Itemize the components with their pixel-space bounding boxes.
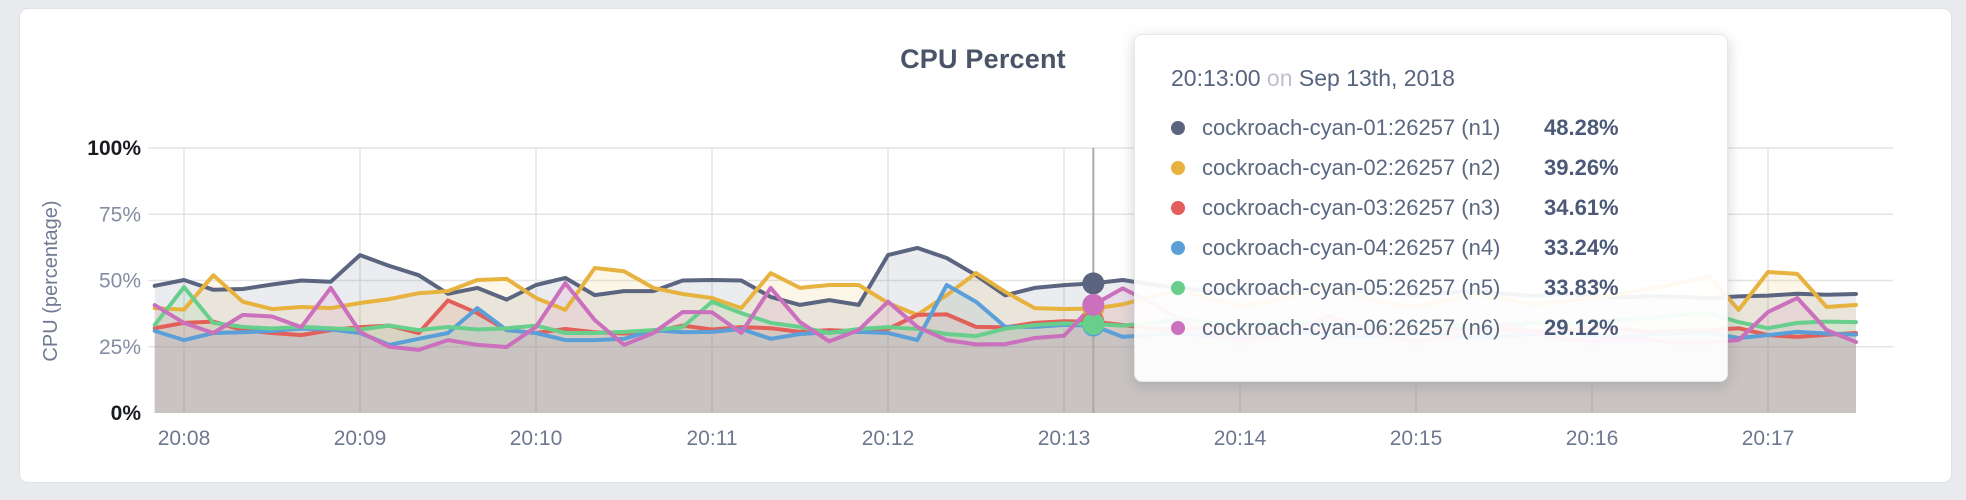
- series-value: 39.26%: [1544, 155, 1619, 180]
- hover-dot-icon: [1082, 272, 1105, 295]
- tooltip-row: cockroach-cyan-05:26257 (n5) 33.83%: [1171, 268, 1697, 308]
- series-value: 33.24%: [1544, 235, 1619, 260]
- series-name: cockroach-cyan-03:26257 (n3): [1202, 195, 1501, 220]
- svg-text:20:10: 20:10: [510, 427, 563, 450]
- tooltip-row: cockroach-cyan-03:26257 (n3) 34.61%: [1171, 188, 1697, 228]
- series-name: cockroach-cyan-05:26257 (n5): [1202, 275, 1501, 300]
- svg-text:20:08: 20:08: [158, 427, 211, 450]
- svg-text:20:13: 20:13: [1038, 427, 1091, 450]
- tooltip-row: cockroach-cyan-04:26257 (n4) 33.24%: [1171, 228, 1697, 268]
- chart-title: CPU Percent: [900, 44, 1066, 74]
- tooltip-timestamp: 20:13:00 on Sep 13th, 2018: [1171, 65, 1697, 92]
- svg-text:20:12: 20:12: [862, 427, 915, 450]
- series-value: 33.83%: [1544, 275, 1619, 300]
- tooltip-series-list: cockroach-cyan-01:26257 (n1) 48.28% cockro…: [1171, 108, 1697, 348]
- svg-text:20:16: 20:16: [1566, 427, 1619, 450]
- series-color-dot-icon: [1171, 161, 1185, 175]
- svg-text:20:15: 20:15: [1390, 427, 1443, 450]
- svg-text:20:09: 20:09: [334, 427, 387, 450]
- svg-text:0%: 0%: [111, 402, 142, 425]
- svg-text:20:11: 20:11: [687, 427, 738, 450]
- series-color-dot-icon: [1171, 201, 1185, 215]
- tooltip-date: Sep 13th, 2018: [1298, 65, 1455, 91]
- series-name: cockroach-cyan-06:26257 (n6): [1202, 315, 1501, 340]
- hover-dots: [1082, 272, 1105, 337]
- tooltip-row: cockroach-cyan-06:26257 (n6) 29.12%: [1171, 308, 1697, 348]
- tooltip-time: 20:13:00: [1171, 65, 1261, 91]
- y-axis-labels: 100% 75% 50% 25% 0%: [87, 137, 141, 425]
- hover-dot-icon: [1082, 312, 1105, 335]
- series-color-dot-icon: [1171, 121, 1185, 135]
- x-axis-labels: 20:08 20:09 20:10 20:11 20:12 20:13 20:14 20:15…: [158, 427, 1795, 450]
- svg-text:20:17: 20:17: [1742, 427, 1795, 450]
- svg-text:100%: 100%: [87, 137, 141, 160]
- hover-dot-icon: [1082, 293, 1105, 316]
- series-color-dot-icon: [1171, 321, 1185, 335]
- series-value: 29.12%: [1544, 315, 1619, 340]
- series-name: cockroach-cyan-04:26257 (n4): [1202, 235, 1501, 260]
- svg-text:50%: 50%: [99, 270, 141, 293]
- hover-tooltip: 20:13:00 on Sep 13th, 2018 cockroach-cya…: [1134, 34, 1728, 382]
- svg-text:75%: 75%: [99, 203, 141, 226]
- series-value: 34.61%: [1544, 195, 1619, 220]
- tooltip-row: cockroach-cyan-02:26257 (n2) 39.26%: [1171, 148, 1697, 188]
- svg-text:20:14: 20:14: [1214, 427, 1267, 450]
- series-color-dot-icon: [1171, 241, 1185, 255]
- series-name: cockroach-cyan-01:26257 (n1): [1202, 115, 1501, 140]
- y-axis-title: CPU (percentage): [40, 200, 62, 361]
- svg-text:25%: 25%: [99, 336, 141, 359]
- tooltip-row: cockroach-cyan-01:26257 (n1) 48.28%: [1171, 108, 1697, 148]
- series-color-dot-icon: [1171, 281, 1185, 295]
- series-name: cockroach-cyan-02:26257 (n2): [1202, 155, 1501, 180]
- series-value: 48.28%: [1544, 115, 1619, 140]
- tooltip-on-word: on: [1266, 65, 1293, 91]
